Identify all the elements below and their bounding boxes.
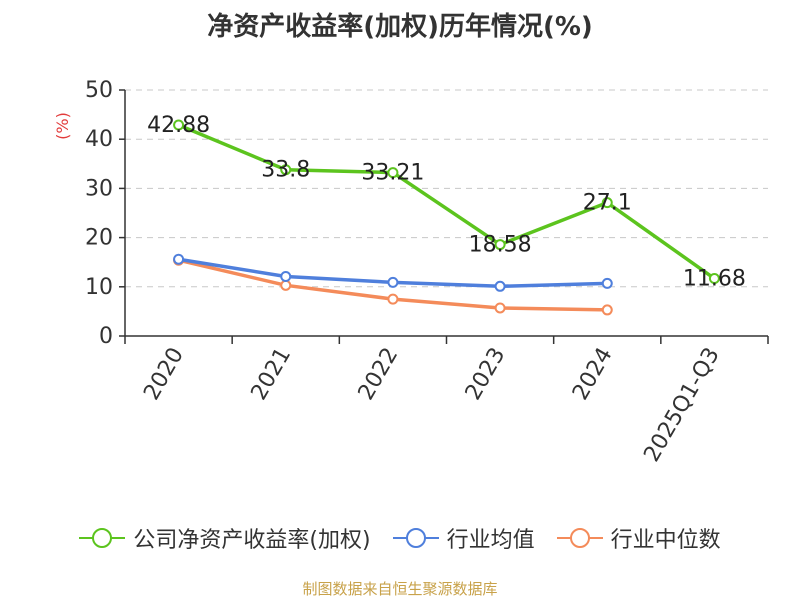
legend-label: 行业均值 [446, 528, 535, 553]
x-tick-label: 2021 [246, 344, 296, 405]
legend-swatch [79, 528, 126, 548]
x-tick-label: 2022 [354, 344, 404, 405]
x-tick-label: 2020 [139, 344, 189, 405]
data-point [387, 276, 399, 288]
source-note: 制图数据来自恒生聚源数据库 [302, 580, 498, 598]
legend-swatch [556, 528, 603, 548]
y-tick-label: 30 [85, 176, 113, 201]
y-tick-label: 0 [99, 324, 113, 349]
legend-label: 公司净资产收益率(加权) [133, 528, 371, 553]
data-point [280, 279, 292, 291]
y-axis-label: (%) [53, 112, 72, 140]
legend-label: 行业中位数 [610, 528, 721, 553]
data-label: 11.68 [683, 267, 746, 292]
x-tick-label: 2025Q1-Q3 [639, 344, 724, 467]
y-tick-label: 20 [85, 226, 113, 251]
data-point [280, 164, 292, 176]
y-tick-label: 40 [85, 127, 113, 152]
x-tick-label: 2024 [568, 344, 618, 405]
legend-marker [405, 528, 426, 548]
legend-item[interactable]: 行业均值 [392, 522, 535, 554]
legend: 公司净资产收益率(加权) 行业均值 行业中位数 [0, 518, 800, 558]
y-tick-label: 50 [85, 78, 113, 103]
data-point [601, 197, 613, 209]
data-point [387, 293, 399, 305]
legend-item[interactable]: 公司净资产收益率(加权) [79, 522, 371, 554]
legend-swatch [392, 528, 439, 548]
data-point [280, 270, 292, 282]
data-point [601, 277, 613, 289]
data-label: 27.1 [583, 191, 632, 216]
data-label: 18.58 [469, 233, 532, 258]
legend-item[interactable]: 行业中位数 [556, 522, 721, 554]
data-point [173, 119, 185, 131]
data-label: 33.8 [261, 158, 310, 183]
data-point [173, 253, 185, 265]
grid-lines [125, 89, 768, 288]
data-labels: 42.88 33.8 33.21 18.58 27.1 11.68 [147, 113, 746, 292]
data-point [708, 273, 720, 285]
chart-title: 净资产收益率(加权)历年情况(%) [207, 12, 593, 42]
legend-marker [569, 528, 590, 548]
series-lines [173, 119, 720, 316]
data-label: 33.21 [361, 161, 424, 186]
data-point [387, 167, 399, 179]
series-line [177, 123, 716, 280]
data-point [601, 304, 613, 316]
data-point [494, 239, 506, 251]
x-tick-label: 2023 [461, 344, 511, 405]
data-point [494, 280, 506, 292]
data-label: 42.88 [147, 113, 210, 138]
legend-marker [92, 528, 113, 548]
y-tick-label: 10 [85, 275, 113, 300]
data-point [494, 302, 506, 314]
